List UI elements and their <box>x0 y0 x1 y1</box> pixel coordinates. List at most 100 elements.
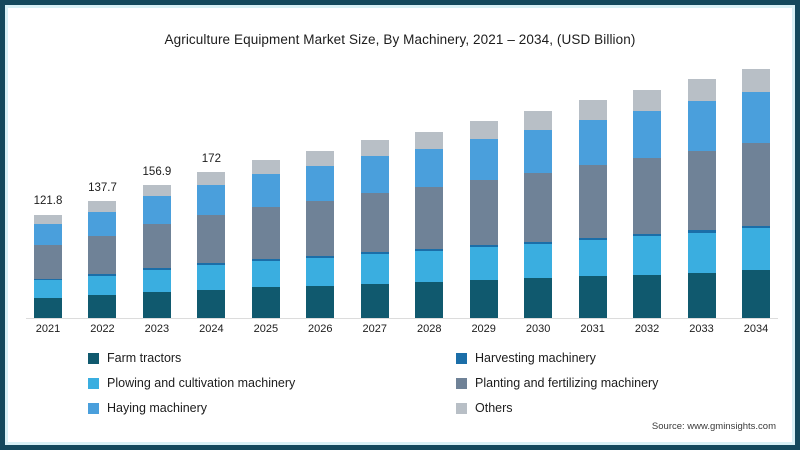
bar-segment <box>88 275 117 296</box>
bar-value-label: 121.8 <box>33 195 63 208</box>
bar-segment <box>742 270 770 318</box>
bar-column-2029[interactable] <box>469 63 498 318</box>
bar-stack <box>469 120 498 318</box>
bar-column-2033[interactable] <box>687 63 716 318</box>
bar-segment <box>524 278 553 318</box>
bar-value-label: 172 <box>201 152 221 165</box>
bar-segment <box>360 156 389 194</box>
bar-segment <box>360 253 389 284</box>
bar-segment <box>469 138 498 180</box>
bar-segment <box>742 143 770 226</box>
bar-column-2025[interactable] <box>251 63 280 318</box>
bar-segment <box>633 234 662 237</box>
bar-segment <box>415 249 444 251</box>
bar-stack <box>578 100 607 318</box>
bar-segment <box>251 206 280 260</box>
bar-column-2034[interactable] <box>742 63 770 318</box>
bar-column-2027[interactable] <box>360 63 389 318</box>
bar-segment <box>197 289 226 318</box>
legend-item[interactable]: Others <box>456 401 513 415</box>
bar-segment <box>34 223 62 246</box>
x-tick-2030: 2030 <box>525 323 551 335</box>
legend-swatch-icon <box>456 352 467 364</box>
legend-label: Plowing and cultivation machinery <box>107 376 296 390</box>
chart-title: Agriculture Equipment Market Size, By Ma… <box>164 32 636 47</box>
bar-segment <box>524 243 553 279</box>
bar-segment <box>633 110 662 159</box>
bar-stack <box>306 151 335 318</box>
bar-segment <box>306 151 335 167</box>
bar-stack <box>415 131 444 318</box>
bar-segment <box>306 166 335 201</box>
legend-label: Haying machinery <box>107 401 208 415</box>
bar-column-2026[interactable] <box>306 63 335 318</box>
bar-value-label: 156.9 <box>142 165 172 178</box>
x-tick-2028: 2028 <box>416 323 442 335</box>
bar-column-2021[interactable]: 121.8 <box>34 63 62 318</box>
bar-segment <box>142 269 171 293</box>
bar-segment <box>578 239 607 277</box>
bar-segment <box>34 214 62 224</box>
legend-swatch-icon <box>456 402 467 414</box>
bar-segment <box>469 280 498 318</box>
bar-segment <box>415 187 444 250</box>
bar-segment <box>524 111 553 131</box>
bar-column-2031[interactable] <box>578 63 607 318</box>
bar-column-2023[interactable]: 156.9 <box>143 63 171 318</box>
chart-legend: Farm tractors Harvesting machinery Plowing… <box>8 348 792 426</box>
bar-segment <box>251 287 280 318</box>
bar-stack <box>633 90 662 318</box>
x-tick-2023: 2023 <box>144 323 170 335</box>
legend-item[interactable]: Planting and fertilizing machinery <box>456 376 658 390</box>
bar-segment <box>633 236 662 275</box>
bar-segment <box>88 211 117 237</box>
bar-segment <box>88 295 117 318</box>
bar-segment <box>360 252 389 254</box>
bar-stack <box>360 140 389 318</box>
bar-segment <box>34 279 62 281</box>
chart-canvas: Agriculture Equipment Market Size, By Ma… <box>8 8 792 442</box>
bar-segment <box>197 184 226 216</box>
bar-segment <box>633 158 662 235</box>
bar-column-2028[interactable] <box>415 63 444 318</box>
legend-swatch-icon <box>88 402 99 414</box>
bar-segment <box>687 272 716 318</box>
bar-column-2024[interactable]: 172 <box>197 63 226 318</box>
bar-segment <box>469 120 498 139</box>
bar-segment <box>742 228 770 271</box>
bar-stack <box>197 171 226 318</box>
bar-segment <box>197 263 226 265</box>
bar-segment <box>415 282 444 318</box>
legend-item[interactable]: Plowing and cultivation machinery <box>88 376 295 390</box>
bar-segment <box>88 274 117 276</box>
x-tick-2033: 2033 <box>689 323 714 335</box>
bar-segment <box>578 237 607 240</box>
legend-item[interactable]: Harvesting machinery <box>456 351 596 365</box>
legend-item[interactable]: Farm tractors <box>88 351 181 365</box>
bar-segment <box>742 91 770 144</box>
bar-segment <box>633 90 662 111</box>
bar-segment <box>306 200 335 256</box>
bar-segment <box>578 100 607 121</box>
legend-swatch-icon <box>456 377 467 389</box>
x-tick-2034: 2034 <box>743 323 769 335</box>
bar-segment <box>251 259 280 261</box>
x-tick-2032: 2032 <box>634 323 660 335</box>
bar-stack <box>251 159 280 318</box>
bar-segment <box>687 151 716 231</box>
bar-column-2032[interactable] <box>633 63 662 318</box>
bar-stack <box>34 214 62 318</box>
bar-segment <box>34 280 62 298</box>
bar-column-2030[interactable] <box>524 63 553 318</box>
bar-segment <box>142 292 171 318</box>
bar-segment <box>306 257 335 286</box>
legend-item[interactable]: Haying machinery <box>88 401 207 415</box>
bar-segment <box>687 230 716 233</box>
bar-column-2022[interactable]: 137.7 <box>88 63 117 318</box>
legend-label: Farm tractors <box>107 351 182 365</box>
bar-segment <box>633 274 662 318</box>
x-tick-2024: 2024 <box>199 323 224 335</box>
x-tick-2025: 2025 <box>253 323 279 335</box>
bar-segment <box>142 196 171 225</box>
